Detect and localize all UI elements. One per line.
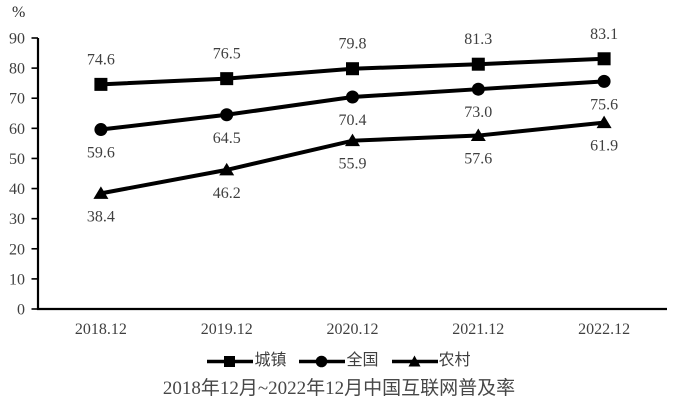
triangle-marker (345, 133, 360, 147)
data-label-rural: 57.6 (464, 151, 492, 168)
data-label-urban: 79.8 (339, 36, 367, 53)
square-marker (94, 77, 108, 91)
data-label-national: 59.6 (87, 145, 115, 162)
x-tick-label: 2019.12 (201, 321, 253, 338)
data-label-urban: 74.6 (87, 51, 115, 68)
legend-label-urban: 城镇 (254, 352, 287, 369)
y-tick-label: 30 (9, 211, 25, 228)
data-label-urban: 81.3 (464, 31, 492, 48)
axis-lines (36, 38, 667, 311)
square-series-legend-icon (207, 355, 254, 367)
data-label-national: 73.0 (464, 104, 492, 121)
data-label-rural: 61.9 (590, 138, 618, 155)
y-tick-label: 80 (9, 61, 25, 78)
y-axis-unit-label: % (12, 4, 25, 21)
circle-marker (471, 82, 485, 96)
y-tick-label: 20 (9, 241, 25, 258)
triangle-series-legend-icon (391, 355, 438, 366)
triangle-marker (470, 128, 486, 142)
x-tick-label: 2018.12 (75, 321, 127, 338)
legend-item-national: 全国 (299, 348, 379, 374)
data-label-rural: 55.9 (339, 156, 367, 173)
legend-label-rural: 农村 (438, 352, 471, 369)
x-tick-label: 2022.12 (578, 321, 630, 338)
legend-label-national: 全国 (346, 352, 379, 369)
y-tick-label: 40 (9, 181, 25, 198)
y-tick-label: 90 (9, 31, 25, 48)
circle-marker (597, 74, 611, 88)
circle-series-legend-icon (299, 355, 346, 367)
data-label-urban: 83.1 (590, 26, 618, 43)
data-label-national: 75.6 (590, 96, 618, 113)
data-label-urban: 76.5 (213, 46, 241, 63)
y-tick-label: 10 (9, 271, 25, 288)
data-label-rural: 46.2 (213, 185, 241, 202)
data-label-national: 70.4 (339, 112, 367, 129)
legend-item-urban: 城镇 (207, 348, 286, 374)
data-label-national: 64.5 (213, 130, 241, 147)
square-marker (220, 72, 234, 86)
circle-marker (220, 108, 234, 122)
chart-legend: 城镇 全国 农村 (0, 348, 678, 374)
circle-marker (346, 90, 359, 104)
y-tick-label: 0 (17, 302, 25, 319)
y-tick-label: 60 (9, 121, 25, 138)
triangle-marker (219, 162, 235, 176)
square-marker (597, 52, 611, 66)
line-chart-plot: 0 10 20 30 40 50 60 70 80 90% 2018.12 2019.12 2020.1… (9, 4, 667, 338)
y-tick-label: 70 (9, 91, 25, 108)
square-marker (471, 57, 485, 71)
chart-title: 2018年12月~2022年12月中国互联网普及率 (162, 378, 516, 399)
x-tick-label: 2020.12 (327, 321, 379, 338)
square-marker (346, 62, 359, 76)
data-label-rural: 38.4 (87, 208, 115, 225)
triangle-marker (93, 186, 109, 199)
legend-item-rural: 农村 (391, 348, 471, 374)
circle-marker (94, 123, 108, 137)
y-tick-label: 50 (9, 151, 25, 168)
x-tick-label: 2021.12 (452, 321, 504, 338)
triangle-marker (596, 115, 612, 129)
